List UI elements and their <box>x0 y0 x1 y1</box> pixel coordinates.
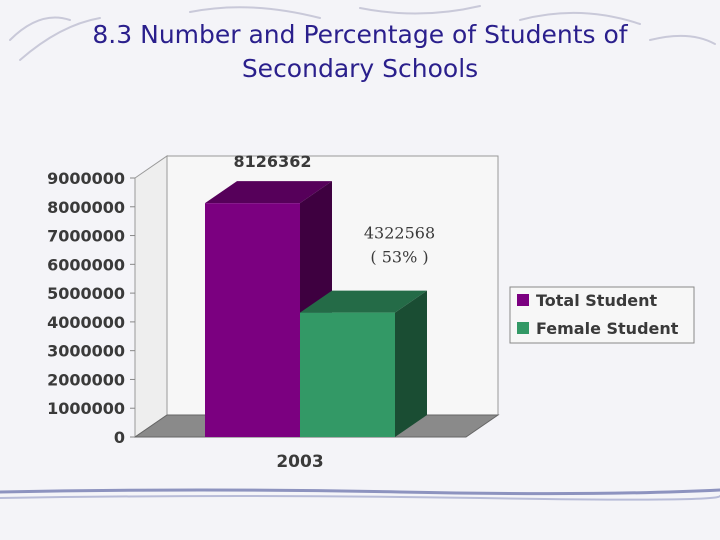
bar-top-face <box>205 181 332 204</box>
data-label: 8126362 <box>234 152 312 171</box>
slide-title: 8.3 Number and Percentage of Students of… <box>60 18 660 86</box>
y-tick-label: 7000000 <box>47 227 125 246</box>
bar-top-face <box>300 290 427 313</box>
side-wall <box>134 155 168 438</box>
data-label: 4322568 <box>364 224 435 243</box>
legend-label: Total Student <box>536 291 658 310</box>
bars <box>205 181 427 437</box>
bar-front-face <box>205 203 300 437</box>
data-label-percent: ( 53% ) <box>370 248 428 267</box>
legend-swatch <box>517 322 529 334</box>
y-tick-label: 3000000 <box>47 342 125 361</box>
legend: Total Student Female Student <box>509 286 695 344</box>
y-tick-label: 5000000 <box>47 284 125 303</box>
title-line-1: 8.3 Number and Percentage of Students of <box>92 20 628 49</box>
y-tick-label: 1000000 <box>47 399 125 418</box>
legend-swatch <box>517 294 529 306</box>
bar-side-face <box>395 290 427 437</box>
y-tick-label: 4000000 <box>47 313 125 332</box>
y-tick-label: 9000000 <box>47 169 125 188</box>
legend-label: Female Student <box>536 319 679 338</box>
y-tick-label: 2000000 <box>47 370 125 389</box>
bar-female-student <box>300 290 427 437</box>
bar-front-face <box>300 312 395 437</box>
x-axis-categories: 2003 <box>276 452 323 472</box>
y-axis-ticks: 9000000 8000000 7000000 6000000 5000000 40000… <box>47 169 135 447</box>
data-labels: 8126362 4322568 ( 53% ) <box>234 152 436 266</box>
y-tick-label: 8000000 <box>47 198 125 217</box>
x-category-label: 2003 <box>276 452 323 472</box>
title-line-2: Secondary Schools <box>241 54 479 83</box>
y-tick-label: 6000000 <box>47 255 125 274</box>
legend-box <box>509 286 695 344</box>
y-tick-label: 0 <box>114 428 125 447</box>
